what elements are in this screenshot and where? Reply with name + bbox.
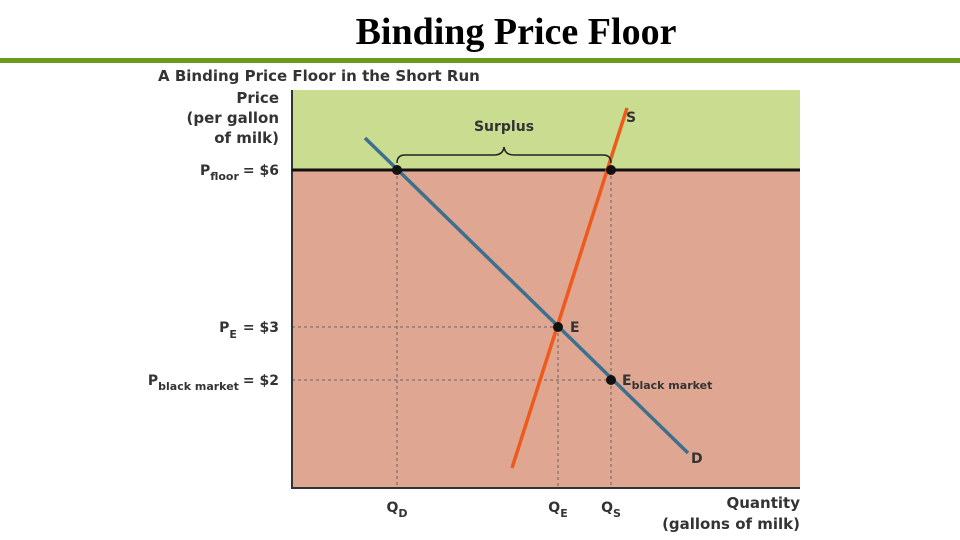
x-axis-label-line: Quantity [727, 494, 801, 512]
y-axis-label-line: of milk) [214, 129, 279, 147]
demand-curve [363, 136, 690, 455]
price-label: PE = $3 [219, 320, 279, 341]
label-value: = $3 [243, 320, 279, 336]
surplus-brace [396, 146, 612, 164]
y-axis-label: Price (per gallon of milk) [186, 89, 279, 147]
label-main: P [200, 163, 210, 179]
surplus-label: Surplus [474, 119, 534, 135]
points [392, 165, 616, 385]
x-axis-label-line: (gallons of milk) [662, 515, 800, 533]
label-main: Q [601, 500, 613, 516]
label-main: Q [386, 500, 398, 516]
label-sub: S [613, 507, 621, 520]
label-value: = $6 [243, 163, 279, 179]
label-value: = $2 [243, 373, 279, 389]
label-sub: D [398, 507, 407, 520]
figure-caption: A Binding Price Floor in the Short Run [158, 67, 480, 85]
label-main: E [622, 373, 632, 389]
y-axis-label-line: (per gallon [186, 109, 279, 127]
quantity-label: QS [601, 500, 621, 520]
below-floor-region [292, 170, 800, 488]
equilibrium-label: E [570, 320, 580, 336]
label-sub: black market [158, 380, 239, 393]
label-main: P [148, 373, 158, 389]
label-sub: E [560, 507, 568, 520]
slide-title: Binding Price Floor [356, 11, 677, 53]
label-main: P [219, 320, 229, 336]
quantity-label: QD [386, 500, 407, 520]
supply-label: S [626, 110, 636, 126]
demand-label: D [691, 451, 703, 467]
quantity-label: QE [548, 500, 567, 520]
title-rule [0, 58, 960, 63]
label-sub: black market [632, 379, 713, 392]
guides [292, 170, 612, 488]
price-label: Pfloor = $6 [200, 163, 279, 183]
price-label: Pblack market = $2 [148, 373, 279, 393]
y-axis-label-line: Price [236, 89, 279, 107]
black-market-point-label: Eblack market [622, 373, 712, 392]
label-sub: floor [210, 170, 239, 183]
label-sub: E [229, 328, 237, 341]
surplus-region [292, 90, 800, 170]
label-main: Q [548, 500, 560, 516]
